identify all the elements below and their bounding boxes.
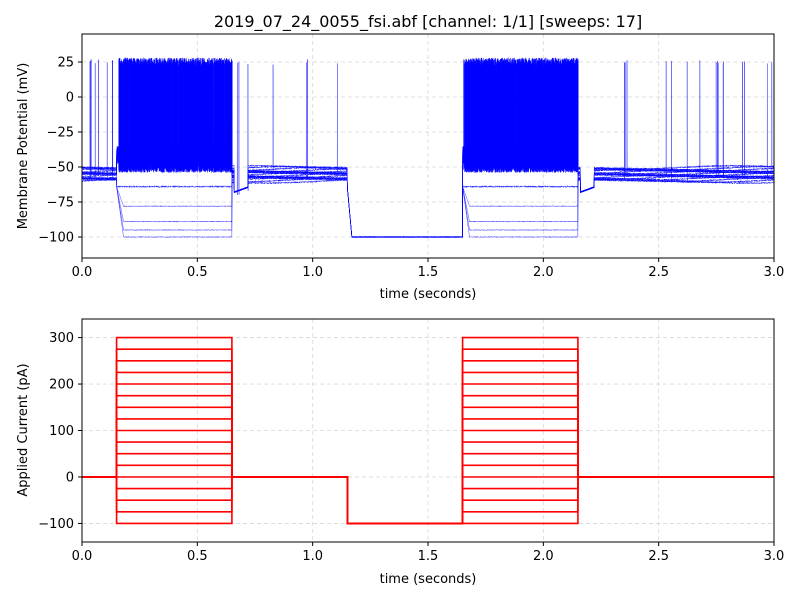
y-tick-label: 100 xyxy=(49,424,74,439)
voltage-traces xyxy=(82,57,774,239)
x-tick-label: 0.5 xyxy=(187,265,208,280)
voltage-y-ticks: 25 0 −25 −50 −75 −100 xyxy=(38,56,82,246)
y-tick-label: 0 xyxy=(66,91,74,106)
x-tick-label: 1.5 xyxy=(418,265,439,280)
x-tick-label: 0.0 xyxy=(72,549,93,564)
voltage-sweep-17 xyxy=(82,57,774,239)
x-tick-label: 1.0 xyxy=(302,549,323,564)
current-y-ticks: 300 200 100 0 −100 xyxy=(38,331,82,532)
current-x-label: time (seconds) xyxy=(380,572,477,587)
current-sweep-17 xyxy=(82,336,774,525)
current-panel: 0.0 0.5 1.0 1.5 2.0 2.5 3.0 300 200 100 0 −100 tim… xyxy=(16,318,785,587)
x-tick-label: 0.0 xyxy=(72,265,93,280)
x-tick-label: 3.0 xyxy=(764,549,785,564)
voltage-x-label: time (seconds) xyxy=(380,287,477,302)
x-tick-label: 1.0 xyxy=(302,265,323,280)
x-tick-label: 2.5 xyxy=(648,265,669,280)
voltage-y-label: Membrane Potential (mV) xyxy=(16,63,31,230)
figure-title: 2019_07_24_0055_fsi.abf [channel: 1/1] [… xyxy=(214,12,642,32)
current-x-ticks: 0.0 0.5 1.0 1.5 2.0 2.5 3.0 xyxy=(72,542,785,564)
x-tick-label: 2.0 xyxy=(533,265,554,280)
y-tick-label: 25 xyxy=(57,56,74,71)
x-tick-label: 1.5 xyxy=(418,549,439,564)
x-tick-label: 2.0 xyxy=(533,549,554,564)
current-traces xyxy=(82,336,774,525)
voltage-plot-area xyxy=(82,57,774,239)
y-tick-label: 0 xyxy=(66,470,74,485)
x-tick-label: 0.5 xyxy=(187,549,208,564)
voltage-panel: 0.0 0.5 1.0 1.5 2.0 2.5 3.0 25 0 −25 −50 −75 −100 t… xyxy=(16,33,785,302)
y-tick-label: −100 xyxy=(38,231,74,246)
x-tick-label: 3.0 xyxy=(764,265,785,280)
x-tick-label: 2.5 xyxy=(648,549,669,564)
voltage-x-ticks: 0.0 0.5 1.0 1.5 2.0 2.5 3.0 xyxy=(72,258,785,280)
current-y-label: Applied Current (pA) xyxy=(16,363,31,496)
y-tick-label: −100 xyxy=(38,517,74,532)
y-tick-label: −25 xyxy=(47,126,74,141)
y-tick-label: 300 xyxy=(49,331,74,346)
y-tick-label: 200 xyxy=(49,378,74,393)
y-tick-label: −50 xyxy=(47,161,74,176)
y-tick-label: −75 xyxy=(47,196,74,211)
